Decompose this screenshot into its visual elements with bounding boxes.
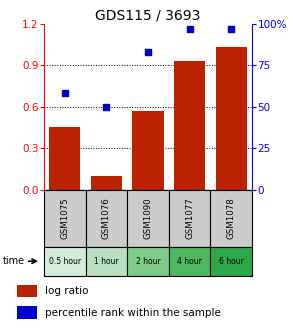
Bar xyxy=(17,306,37,319)
Title: GDS115 / 3693: GDS115 / 3693 xyxy=(95,8,201,23)
Bar xyxy=(86,190,127,247)
Text: GSM1077: GSM1077 xyxy=(185,198,194,239)
Point xyxy=(229,26,234,31)
Point xyxy=(187,26,192,31)
Point xyxy=(146,49,150,54)
Text: 4 hour: 4 hour xyxy=(177,257,202,266)
Bar xyxy=(17,285,37,297)
Text: time: time xyxy=(3,256,25,266)
Bar xyxy=(44,190,86,247)
Bar xyxy=(216,47,247,190)
Text: GSM1090: GSM1090 xyxy=(144,198,152,239)
Text: GSM1078: GSM1078 xyxy=(227,198,236,239)
Bar xyxy=(44,247,86,276)
Text: percentile rank within the sample: percentile rank within the sample xyxy=(45,307,221,318)
Bar xyxy=(132,111,163,190)
Point xyxy=(62,91,67,96)
Bar xyxy=(210,190,252,247)
Point xyxy=(104,104,109,110)
Text: GSM1075: GSM1075 xyxy=(60,198,69,239)
Bar xyxy=(49,127,80,190)
Bar xyxy=(127,247,169,276)
Bar xyxy=(174,61,205,190)
Text: 0.5 hour: 0.5 hour xyxy=(49,257,81,266)
Text: 6 hour: 6 hour xyxy=(219,257,243,266)
Bar xyxy=(210,247,252,276)
Bar xyxy=(127,190,169,247)
Bar xyxy=(169,190,210,247)
Text: 1 hour: 1 hour xyxy=(94,257,119,266)
Bar xyxy=(169,247,210,276)
Bar xyxy=(86,247,127,276)
Text: log ratio: log ratio xyxy=(45,286,88,296)
Text: GSM1076: GSM1076 xyxy=(102,198,111,239)
Bar xyxy=(91,176,122,190)
Text: 2 hour: 2 hour xyxy=(136,257,160,266)
